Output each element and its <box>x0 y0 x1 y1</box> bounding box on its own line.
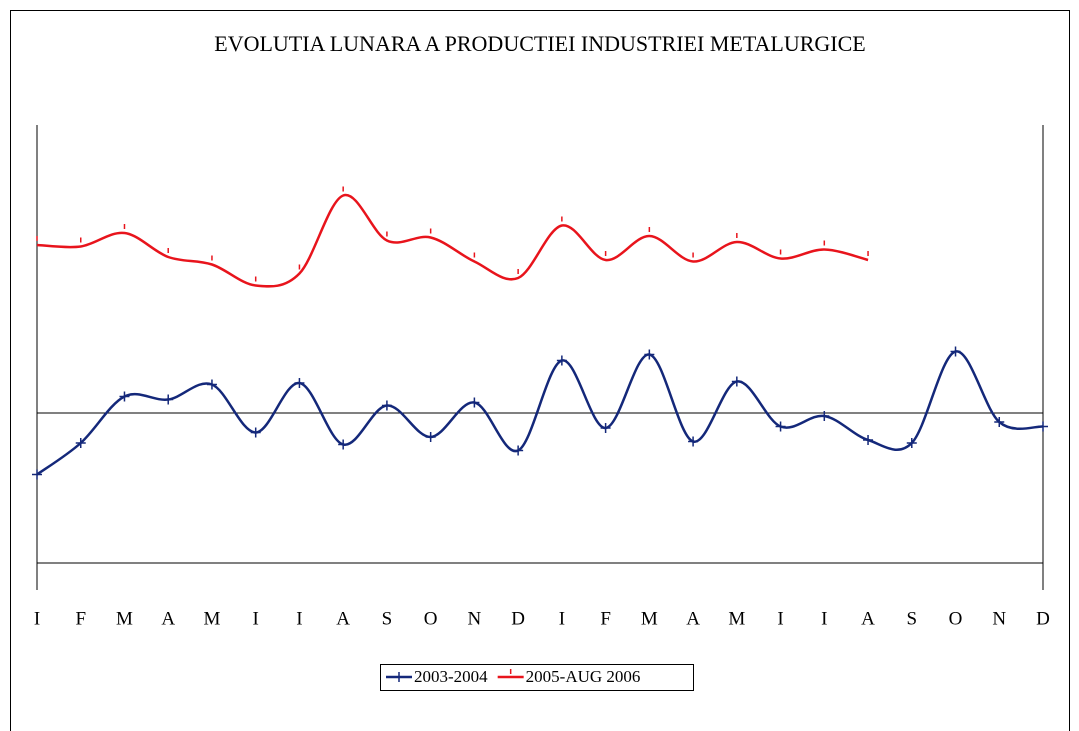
point-marker <box>863 435 874 445</box>
x-tick-label: A <box>861 608 875 629</box>
x-tick-label: I <box>821 608 827 629</box>
series-line <box>36 350 1044 476</box>
x-tick-label: I <box>34 608 40 629</box>
x-tick-label: F <box>75 608 86 629</box>
x-tick-label: I <box>253 608 259 629</box>
x-tick-label: F <box>600 608 611 629</box>
x-tick-label: M <box>641 608 658 629</box>
x-tick-label: S <box>382 608 393 629</box>
x-tick-label: D <box>511 608 525 629</box>
chart-frame <box>10 10 1070 731</box>
point-marker <box>819 411 830 421</box>
legend-label: 2005-AUG 2006 <box>526 667 641 686</box>
point-marker <box>513 445 524 456</box>
x-tick-label: D <box>1036 608 1050 629</box>
point-marker <box>775 421 786 432</box>
x-tick-label: O <box>949 608 963 629</box>
point-marker <box>32 469 42 480</box>
x-tick-label: I <box>296 608 302 629</box>
point-marker <box>906 438 917 448</box>
legend-box <box>380 664 694 691</box>
x-tick-label: M <box>204 608 221 629</box>
point-marker <box>119 391 130 402</box>
point-marker <box>294 378 305 388</box>
chart-title: EVOLUTIA LUNARA A PRODUCTIEI INDUSTRIEI … <box>214 31 865 56</box>
x-tick-label: N <box>468 608 482 629</box>
point-marker <box>1038 421 1048 432</box>
point-marker <box>338 439 349 450</box>
point-marker <box>688 436 699 447</box>
point-marker <box>556 355 567 366</box>
point-marker <box>731 376 742 387</box>
x-tick-label: I <box>559 608 565 629</box>
x-tick-label: O <box>424 608 438 629</box>
point-marker <box>994 417 1005 427</box>
legend-label: 2003-2004 <box>414 667 488 686</box>
x-tick-label: I <box>777 608 783 629</box>
x-tick-label: A <box>336 608 350 629</box>
point-marker <box>950 346 961 357</box>
point-marker <box>163 394 174 405</box>
x-tick-label: M <box>116 608 133 629</box>
point-marker <box>644 349 655 360</box>
x-tick-label: A <box>686 608 700 629</box>
point-marker <box>75 438 86 448</box>
point-marker <box>469 397 480 408</box>
point-marker <box>250 427 261 438</box>
point-marker <box>206 379 217 390</box>
x-tick-label: S <box>906 608 917 629</box>
x-tick-label: A <box>161 608 175 629</box>
point-marker <box>425 432 436 442</box>
x-tick-label: M <box>728 608 745 629</box>
point-marker <box>381 400 392 411</box>
x-tick-label: N <box>992 608 1006 629</box>
point-marker <box>600 423 611 433</box>
series-line <box>36 194 869 288</box>
